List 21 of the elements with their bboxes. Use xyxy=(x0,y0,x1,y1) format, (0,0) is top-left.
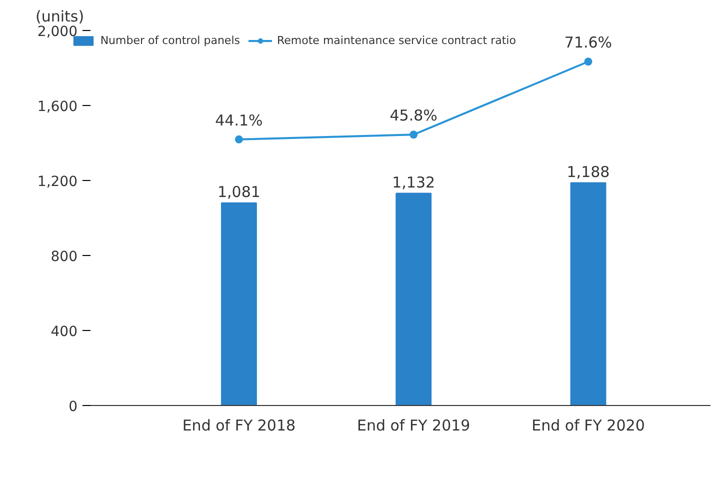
bar xyxy=(220,202,257,406)
data-label: 71.6% xyxy=(564,34,612,52)
x-tick-label: End of FY 2020 xyxy=(532,416,645,434)
y-tick-label: 0 xyxy=(68,399,78,415)
data-label: 1,081 xyxy=(217,182,260,201)
x-tick-label: End of FY 2019 xyxy=(356,416,470,434)
data-label: 45.8% xyxy=(390,106,438,125)
data-label: 44.1% xyxy=(215,111,263,130)
bar xyxy=(570,182,606,406)
y-tick-label: 1,600 xyxy=(37,99,78,115)
y-tick-label: 1,200 xyxy=(37,174,78,190)
bar xyxy=(396,192,432,406)
y-tick-label: 800 xyxy=(50,249,78,265)
y-tick-label: 2,000 xyxy=(37,24,78,40)
legend-label: Number of control panels xyxy=(100,34,240,47)
legend-label: Remote maintenance service contract ratio xyxy=(277,34,516,47)
y-tick-label: 400 xyxy=(50,324,78,340)
data-label: 1,188 xyxy=(566,162,610,181)
data-label: 1,132 xyxy=(392,173,436,192)
x-tick-label: End of FY 2018 xyxy=(182,416,296,434)
y-axis-title: (units) xyxy=(36,8,84,26)
